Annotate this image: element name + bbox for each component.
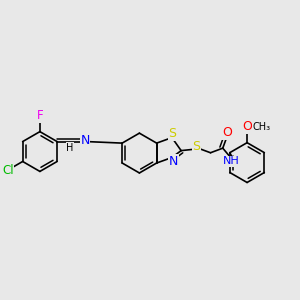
Text: F: F: [37, 109, 43, 122]
Text: O: O: [242, 120, 252, 133]
Text: Cl: Cl: [2, 164, 14, 177]
Text: N: N: [169, 155, 178, 168]
Text: NH: NH: [223, 156, 239, 167]
Text: CH₃: CH₃: [253, 122, 271, 132]
Text: H: H: [67, 143, 74, 153]
Text: N: N: [80, 134, 90, 148]
Text: S: S: [169, 128, 177, 140]
Text: S: S: [192, 140, 200, 152]
Text: O: O: [222, 126, 232, 140]
